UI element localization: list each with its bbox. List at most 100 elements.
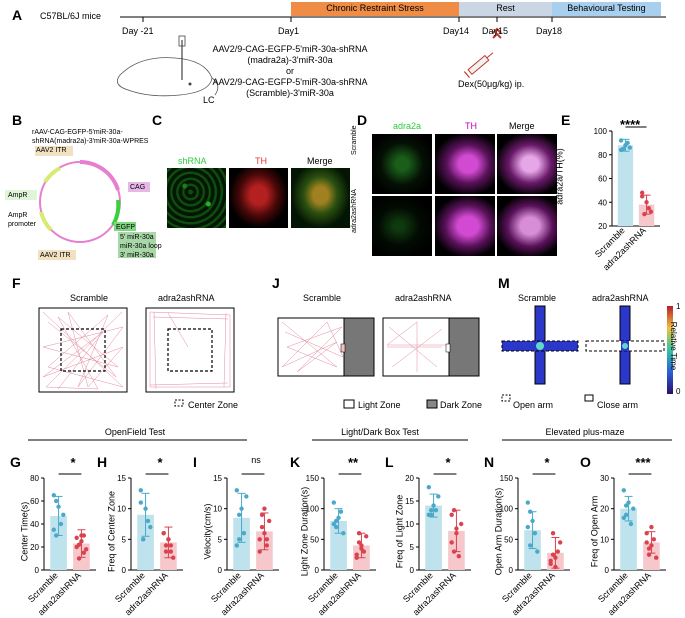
section-epm: Elevated plus-maze: [545, 427, 625, 437]
mouse-strain-label: C57BL/6J mice: [40, 11, 102, 21]
y-tick-label: 5: [410, 543, 415, 552]
data-point: [627, 145, 633, 150]
data-point: [454, 526, 459, 531]
y-tick-label: 100: [500, 505, 514, 514]
data-point: [621, 488, 627, 493]
lc-label: LC: [203, 95, 215, 105]
colorbar-top-label: 1: [676, 302, 681, 311]
data-point: [143, 506, 148, 511]
micrograph-d-th-scr: [435, 134, 495, 194]
data-point: [61, 512, 66, 517]
data-point: [354, 552, 359, 557]
shrna-track: [149, 311, 231, 390]
data-point: [646, 205, 651, 211]
micrograph-d-th-sh: [435, 196, 495, 256]
chart-n-sig: *: [544, 455, 550, 470]
data-point: [83, 547, 89, 552]
chart-e-sig: ****: [620, 117, 641, 132]
data-point: [264, 537, 270, 542]
j-group-scramble: Scramble: [303, 293, 342, 303]
data-point: [331, 521, 337, 527]
data-point: [259, 524, 265, 530]
virus1-line2: (madra2a)-3'miR-30a: [247, 55, 333, 65]
data-point: [79, 533, 84, 538]
data-point: [436, 494, 441, 499]
data-point: [555, 549, 561, 554]
y-tick-label: 40: [598, 198, 607, 207]
data-point: [333, 524, 339, 530]
timeline-svg: [116, 2, 666, 97]
m-legend-open: Open arm: [513, 400, 554, 410]
data-point: [449, 512, 454, 517]
data-point: [530, 518, 535, 524]
y-tick-label: 10: [405, 520, 414, 529]
data-point: [81, 550, 87, 555]
plasmid-title-1: rAAV-CAG-EGFP-5'miR-30a-: [32, 129, 123, 136]
micrograph-merge: [291, 168, 350, 228]
or-label: or: [285, 66, 294, 76]
data-point: [527, 543, 533, 548]
channel-th-d-label: TH: [465, 121, 477, 131]
y-tick-label: 30: [600, 474, 609, 483]
virus1-line1: AAV2/9-CAG-EGFP-5'miR-30a-shRNA: [212, 44, 368, 54]
syringe-icon: [463, 52, 494, 79]
y-tick-label: 15: [405, 497, 414, 506]
section-rules: [28, 439, 672, 441]
data-point: [262, 531, 267, 536]
data-point: [456, 554, 462, 559]
y-tick-label: 15: [117, 474, 126, 483]
data-point: [628, 521, 634, 527]
data-point: [53, 533, 59, 538]
chart-h-sig: *: [157, 455, 163, 470]
data-point: [426, 512, 432, 517]
data-point: [550, 531, 556, 536]
bar-Scramble: [524, 530, 541, 570]
day-label-minus21: Day -21: [122, 26, 154, 36]
y-tick-label: 0: [122, 566, 127, 575]
data-point: [74, 535, 79, 540]
data-point: [525, 524, 531, 530]
y-tick-label: 0: [509, 566, 514, 575]
section-lightdark: Light/Dark Box Test: [341, 427, 419, 437]
micrograph-d-adra2a-sh: [372, 196, 432, 256]
data-point: [166, 537, 171, 542]
data-point: [354, 555, 359, 560]
data-point: [234, 488, 240, 493]
virus2-line2: (Scramble)-3'miR-30a: [246, 88, 334, 98]
data-point: [525, 500, 531, 505]
data-point: [651, 537, 657, 542]
data-point: [264, 543, 270, 548]
panel-o-letter: O: [580, 454, 591, 470]
j-group-shrna: adra2ashRNA: [395, 293, 452, 303]
data-point: [338, 509, 344, 514]
channel-merge-d-label: Merge: [509, 121, 535, 131]
phase-rest-label: Rest: [496, 3, 515, 13]
data-point: [535, 549, 540, 554]
section-openfield: OpenField Test: [104, 427, 166, 437]
virus2-line1: AAV2/9-CAG-EGFP-5'miR-30a-shRNA: [212, 77, 368, 87]
y-tick-label: 5: [122, 535, 127, 544]
y-tick-label: 100: [594, 127, 608, 136]
y-tick-label: 40: [30, 520, 39, 529]
data-point: [553, 564, 558, 570]
m-legend-close: Close arm: [597, 400, 639, 410]
data-point: [621, 515, 627, 521]
data-point: [623, 512, 629, 517]
feature-ampr-promoter-2: promoter: [8, 221, 37, 228]
y-tick-label: 50: [310, 535, 319, 544]
data-point: [618, 147, 624, 153]
y-tick-label: 10: [600, 535, 609, 544]
bar-Scramble: [425, 505, 442, 570]
data-point: [653, 555, 659, 560]
data-point: [331, 500, 337, 505]
lightdark-tracks-svg: [277, 317, 480, 409]
y-tick-label: 20: [30, 543, 39, 552]
data-point: [548, 561, 553, 567]
data-point: [79, 539, 84, 544]
micrograph-d-merge-scr: [497, 134, 557, 194]
phase-stress-label: Chronic Restraint Stress: [326, 3, 424, 13]
panel-f-letter: F: [12, 275, 21, 291]
